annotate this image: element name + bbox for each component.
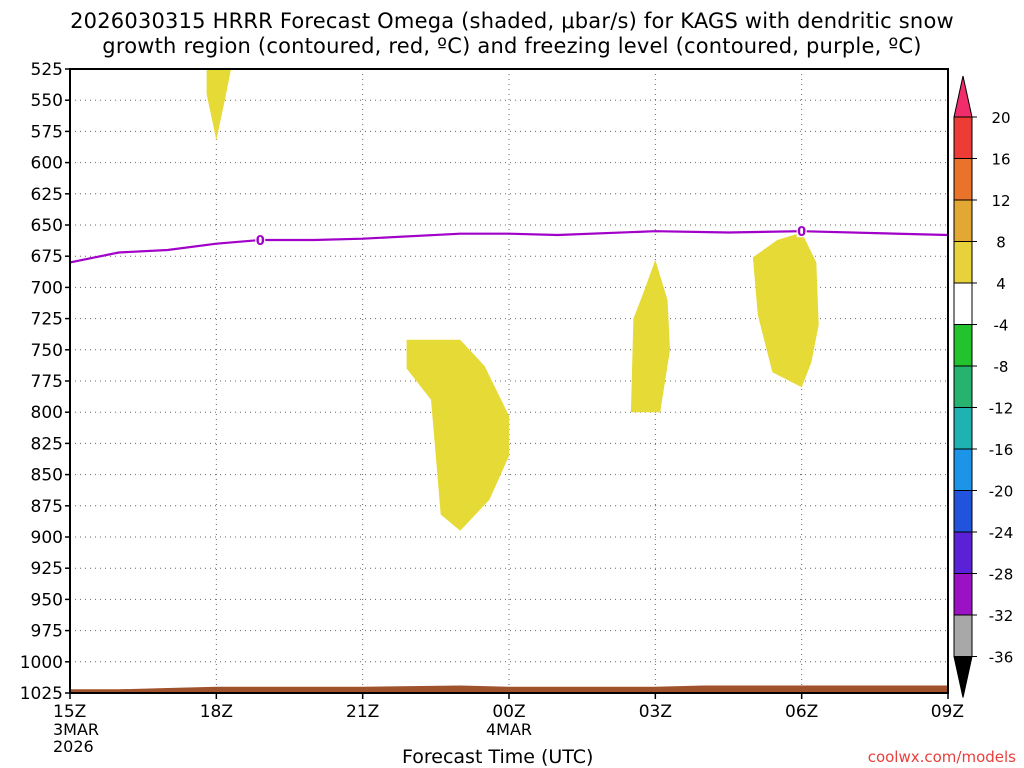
y-tick-label: 775: [31, 372, 63, 392]
y-tick-label: 900: [31, 528, 63, 548]
colorbar-segment: [953, 199, 973, 242]
colorbar-label: 8: [996, 234, 1006, 252]
colorbar-label: -16: [989, 441, 1014, 459]
colorbar-label: -20: [989, 483, 1014, 501]
grid-lines: [70, 69, 948, 693]
y-tick-label: 550: [31, 91, 63, 111]
colorbar-label: 16: [991, 151, 1010, 169]
colorbar-segment: [953, 282, 973, 325]
colorbar-segment: [953, 158, 973, 201]
y-tick-label: 525: [31, 60, 63, 80]
y-tick-label: 625: [31, 185, 63, 205]
x-tick-label: 21Z: [346, 702, 379, 722]
x-tick-label: 00Z: [492, 702, 525, 722]
x-tick-label: 15Z: [53, 702, 86, 722]
x-axis-title: Forecast Time (UTC): [402, 746, 594, 768]
colorbar-segment: [953, 614, 973, 657]
y-tick-label: 825: [31, 434, 63, 454]
colorbar-segment: [953, 116, 973, 159]
y-tick-label: 725: [31, 310, 63, 330]
omega-region: [406, 339, 509, 531]
contour-label: 0: [797, 225, 806, 240]
freezing-level-line: [69, 230, 949, 264]
omega-region: [630, 259, 670, 413]
colorbar-label: -8: [994, 358, 1009, 376]
chart-title-line-1: 2026030315 HRRR Forecast Omega (shaded, …: [70, 9, 954, 33]
colorbar-label: -32: [989, 607, 1014, 625]
colorbar-label: -4: [994, 317, 1009, 335]
freezing-level-contour: 00: [69, 224, 949, 264]
colorbar-label: -36: [989, 649, 1014, 667]
omega-region: [752, 232, 819, 388]
colorbar-label: -24: [989, 524, 1014, 542]
contour-label-background: [796, 224, 807, 238]
pressure-axis: 525 550 575 600 625 650 675 700 725 750 775 800 825 8…: [20, 60, 70, 704]
y-tick-label: 1000: [20, 653, 63, 673]
x-tick-label: 06Z: [785, 702, 818, 722]
x-tick-label: 18Z: [200, 702, 233, 722]
contour-label: 0: [256, 234, 265, 249]
colorbar-label: -12: [989, 400, 1014, 418]
terrain-area: [70, 685, 948, 694]
colorbar-label: 4: [996, 275, 1006, 293]
y-tick-label: 975: [31, 622, 63, 642]
colorbar-segment: [953, 407, 973, 450]
colorbar-label: -28: [989, 566, 1014, 584]
y-tick-label: 575: [31, 122, 63, 142]
chart-title-line-2: growth region (contoured, red, ºC) and f…: [102, 34, 922, 58]
colorbar: 20 16 12 8 4 -4 -8 -12 -16 -20 -24 -28 -32 -36: [953, 75, 1014, 698]
x-tick-sublabel: 3MAR: [53, 720, 99, 739]
y-tick-label: 800: [31, 403, 63, 423]
omega-shaded-regions: [206, 69, 819, 531]
source-credit: coolwx.com/models: [867, 748, 1016, 766]
colorbar-top-arrow: [953, 75, 973, 118]
colorbar-label: 20: [991, 109, 1010, 127]
colorbar-segment: [953, 573, 973, 616]
colorbar-label: 12: [991, 192, 1010, 210]
colorbar-segment: [953, 365, 973, 408]
x-tick-sublabel: 2026: [53, 737, 94, 756]
contour-label-background: [255, 232, 266, 246]
colorbar-segment: [953, 531, 973, 574]
omega-region: [206, 69, 231, 141]
y-tick-label: 925: [31, 559, 63, 579]
x-tick-sublabel: 4MAR: [486, 720, 532, 739]
x-tick-label: 03Z: [639, 702, 672, 722]
y-tick-label: 875: [31, 497, 63, 517]
colorbar-bottom-arrow: [953, 656, 973, 698]
y-tick-label: 950: [31, 590, 63, 610]
y-tick-label: 650: [31, 216, 63, 236]
colorbar-segment: [953, 490, 973, 533]
colorbar-segment: [953, 241, 973, 284]
y-tick-label: 750: [31, 341, 63, 361]
y-tick-label: 1025: [20, 684, 63, 704]
y-tick-label: 850: [31, 466, 63, 486]
y-tick-label: 675: [31, 247, 63, 267]
y-tick-label: 600: [31, 154, 63, 174]
colorbar-segment: [953, 448, 973, 491]
x-tick-label: 09Z: [931, 702, 964, 722]
terrain-fill: [70, 685, 948, 694]
y-tick-label: 700: [31, 278, 63, 298]
colorbar-segment: [953, 324, 973, 367]
